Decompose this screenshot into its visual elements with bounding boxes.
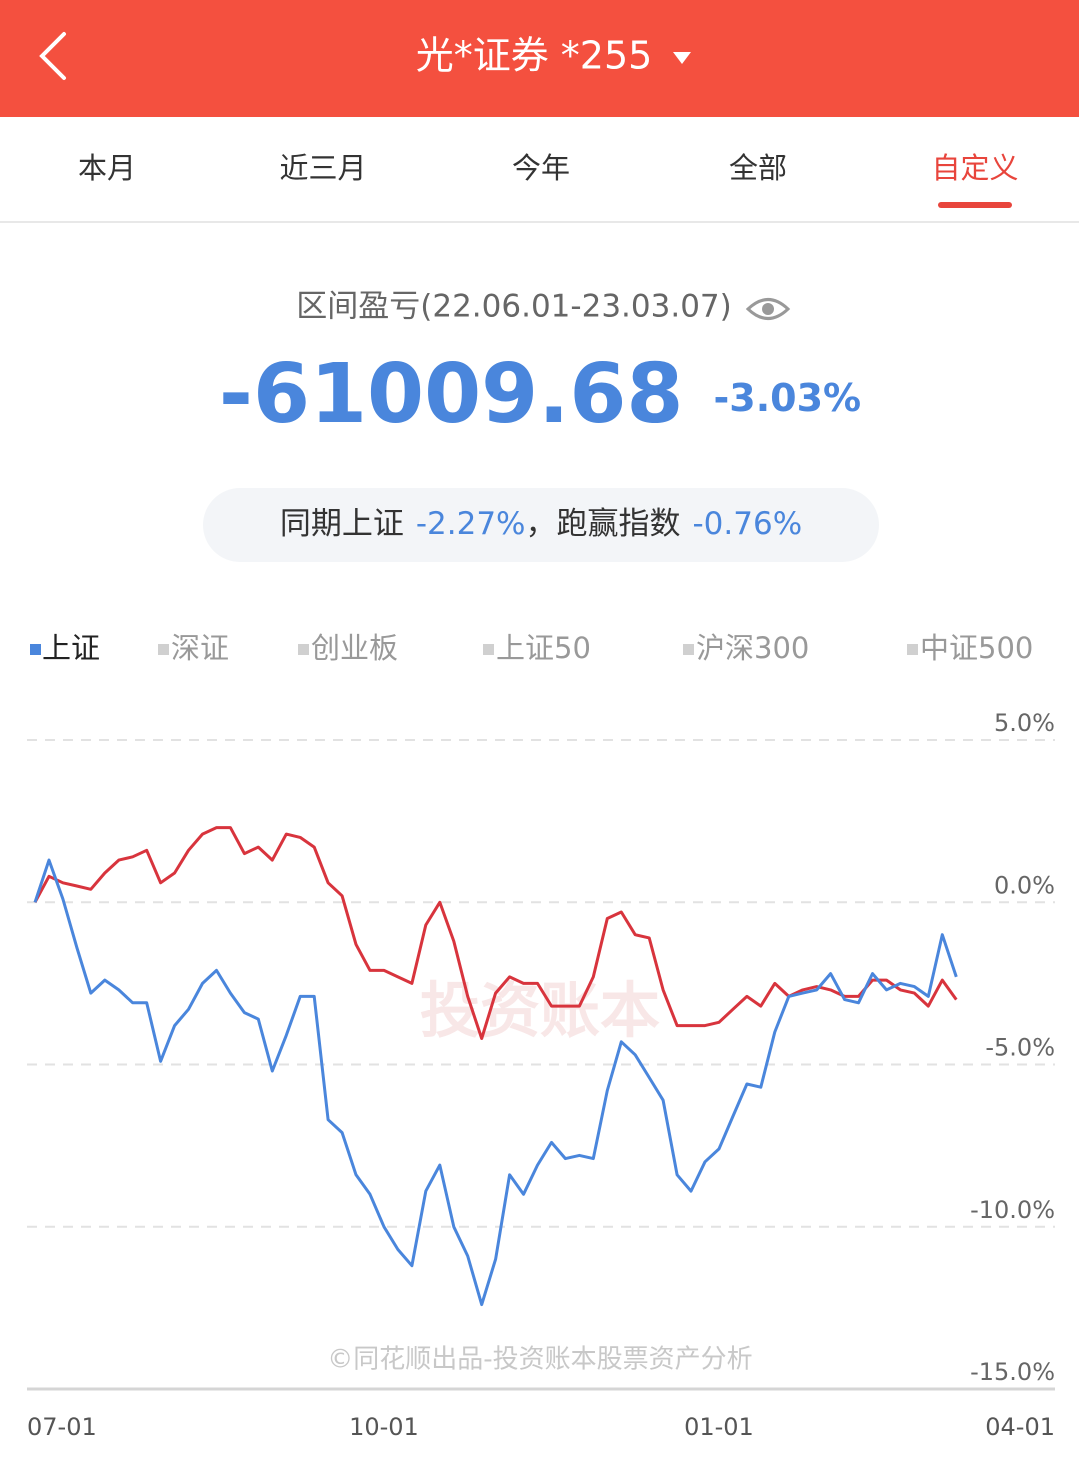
y-tick-label: 5.0%	[994, 709, 1055, 737]
y-tick-label: -5.0%	[985, 1034, 1055, 1062]
legend-label[interactable]: 上证	[42, 631, 100, 665]
compare-text: 同期上证 -2.27%，跑赢指数 -0.76%	[280, 506, 802, 542]
summary-label: 区间盈亏(22.06.01-23.03.07)	[296, 289, 731, 325]
legend-label[interactable]: 深证	[171, 631, 229, 665]
y-tick-label: -15.0%	[970, 1358, 1055, 1386]
legend-swatch	[907, 644, 918, 655]
tab[interactable]: 自定义	[931, 151, 1018, 185]
legend-label[interactable]: 中证500	[920, 631, 1033, 665]
plot: 5.0% 0.0% -5.0% -10.0% -15.0% 07-01 10-01 01-01…	[27, 709, 1055, 1441]
header-bar	[0, 0, 1079, 117]
legend-swatch	[483, 644, 494, 655]
legend-swatch	[30, 644, 41, 655]
compare-beat-change: -0.76%	[693, 506, 803, 542]
tab-indicator	[938, 202, 1012, 208]
footer-note: ©同花顺出品-投资账本股票资产分析	[327, 1345, 752, 1375]
eye-icon[interactable]	[745, 298, 791, 320]
series-line	[33, 858, 958, 1307]
legend-swatch	[683, 644, 694, 655]
summary-amount: -61009.68	[219, 347, 684, 442]
tab[interactable]: 今年	[512, 151, 570, 185]
tab[interactable]: 本月	[78, 151, 136, 185]
x-tick-label: 01-01	[684, 1413, 754, 1441]
tab-bar: 本月 近三月 今年 全部 自定义	[78, 151, 1019, 208]
back-button[interactable]	[39, 32, 66, 80]
legend-label[interactable]: 沪深300	[696, 631, 809, 665]
y-tick-label: -10.0%	[970, 1196, 1055, 1224]
x-tick-label: 07-01	[27, 1413, 97, 1441]
summary-values: -61009.68 -3.03%	[219, 347, 861, 442]
tab[interactable]: 近三月	[279, 151, 366, 185]
compare-pill	[203, 488, 879, 562]
compare-index-change: -2.27%	[416, 506, 526, 542]
tab[interactable]: 全部	[729, 151, 787, 185]
compare-beat-label: ，跑赢指数	[526, 506, 681, 542]
series-line	[33, 826, 958, 1040]
header-title[interactable]: 光*证券 *255	[416, 34, 653, 78]
legend: 上证 深证 创业板 上证50 沪深300 中证500	[30, 631, 1033, 665]
legend-swatch	[298, 644, 309, 655]
summary-percent: -3.03%	[713, 376, 861, 420]
compare-index-label: 同期上证	[280, 506, 404, 542]
legend-swatch	[158, 644, 169, 655]
x-tick-label: 04-01	[985, 1413, 1055, 1441]
dropdown-arrow[interactable]	[673, 52, 691, 64]
legend-label[interactable]: 创业板	[311, 631, 398, 665]
y-tick-label: 0.0%	[994, 871, 1055, 899]
x-tick-label: 10-01	[349, 1413, 419, 1441]
legend-label[interactable]: 上证50	[496, 631, 591, 665]
